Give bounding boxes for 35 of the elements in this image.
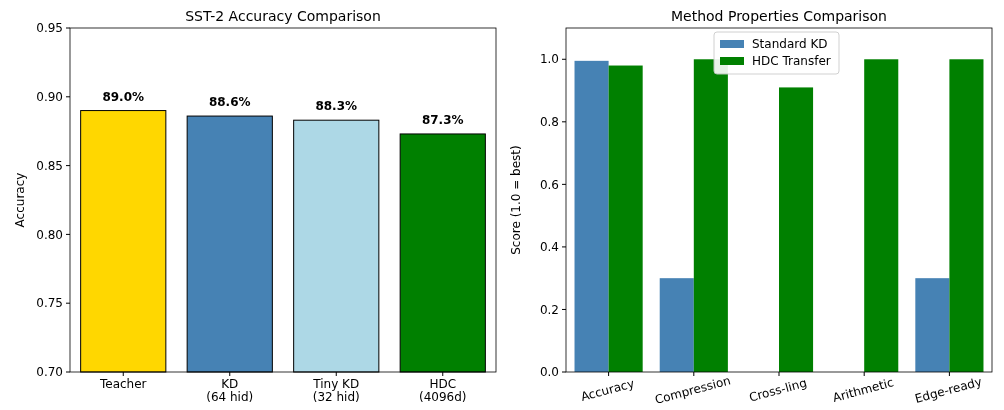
y-tick-label: 0.85	[36, 158, 63, 173]
legend-label: HDC Transfer	[752, 54, 831, 69]
data-label: 88.6%	[208, 95, 251, 110]
y-tick-label: 0.75	[36, 296, 63, 311]
data-label: 88.3%	[315, 99, 358, 114]
y-tick-label: 0.95	[36, 21, 63, 36]
bar	[659, 278, 694, 372]
x-tick-label: Tiny KD (32 hid)	[312, 377, 360, 404]
chart-title: SST-2 Accuracy Comparison	[185, 8, 381, 24]
y-tick-label: 0.80	[36, 227, 63, 242]
x-tick-label: Accuracy	[579, 376, 636, 404]
y-tick-label: 1.0	[539, 52, 559, 67]
bar	[779, 87, 814, 372]
y-axis-title: Score (1.0 = best)	[509, 145, 523, 255]
bar	[574, 60, 609, 372]
y-tick-label: 0.8	[539, 115, 559, 130]
y-tick-label: 0.90	[36, 90, 63, 104]
legend-label: Standard KD	[752, 37, 828, 52]
bar	[915, 278, 950, 372]
y-axis-title: Accuracy	[13, 172, 27, 228]
data-label: 87.3%	[421, 112, 464, 127]
x-tick-label: KD (64 hid)	[206, 377, 254, 404]
y-tick-label: 0.2	[539, 302, 559, 317]
bar	[693, 59, 728, 372]
chart-title: Method Properties Comparison	[671, 8, 887, 24]
bar	[864, 59, 899, 372]
x-tick-label: HDC (4096d)	[418, 377, 467, 404]
x-tick-label: Teacher	[98, 377, 147, 391]
y-tick-label: 0.70	[36, 365, 63, 380]
y-tick-label: 0.4	[539, 240, 559, 255]
bar	[949, 59, 984, 372]
y-tick-label: 0.0	[539, 365, 559, 380]
y-tick-label: 0.6	[539, 177, 559, 192]
data-label: 89.0%	[102, 89, 145, 104]
bar	[608, 65, 643, 372]
